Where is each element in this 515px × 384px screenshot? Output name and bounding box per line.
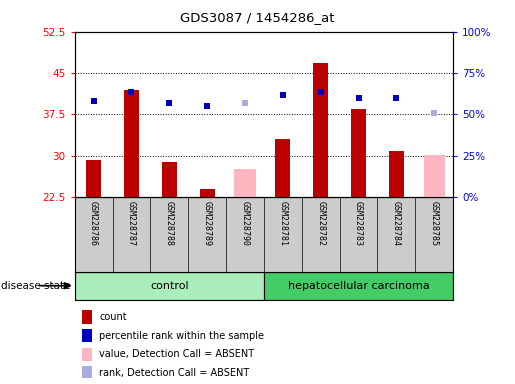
Bar [82,366,92,380]
Bar [351,109,366,197]
Bar [162,162,177,197]
Text: GSM228788: GSM228788 [165,202,174,247]
Text: count: count [99,312,127,322]
Bar [82,348,92,361]
Text: rank, Detection Call = ABSENT: rank, Detection Call = ABSENT [99,368,250,378]
Text: GDS3087 / 1454286_at: GDS3087 / 1454286_at [180,12,335,25]
Text: GSM228781: GSM228781 [279,202,287,247]
Text: GSM228787: GSM228787 [127,202,136,247]
Bar [264,272,453,300]
Bar [389,151,404,197]
Text: control: control [150,281,188,291]
Bar [124,90,139,197]
Bar [234,169,255,197]
Text: value, Detection Call = ABSENT: value, Detection Call = ABSENT [99,349,254,359]
Text: GSM228785: GSM228785 [430,202,439,247]
Bar [424,155,445,197]
Text: GSM228790: GSM228790 [241,202,249,247]
Text: GSM228782: GSM228782 [316,202,325,247]
Text: percentile rank within the sample: percentile rank within the sample [99,331,264,341]
Text: GSM228789: GSM228789 [203,202,212,247]
Bar [82,329,92,342]
Text: GSM228783: GSM228783 [354,202,363,247]
Text: hepatocellular carcinoma: hepatocellular carcinoma [288,281,430,291]
Bar [313,63,328,197]
Text: GSM228786: GSM228786 [89,202,98,247]
Bar [75,272,264,300]
Text: GSM228784: GSM228784 [392,202,401,247]
Bar [86,160,101,197]
Bar [82,310,92,324]
Bar [200,189,215,197]
Text: disease state: disease state [1,281,70,291]
Bar [276,139,290,197]
